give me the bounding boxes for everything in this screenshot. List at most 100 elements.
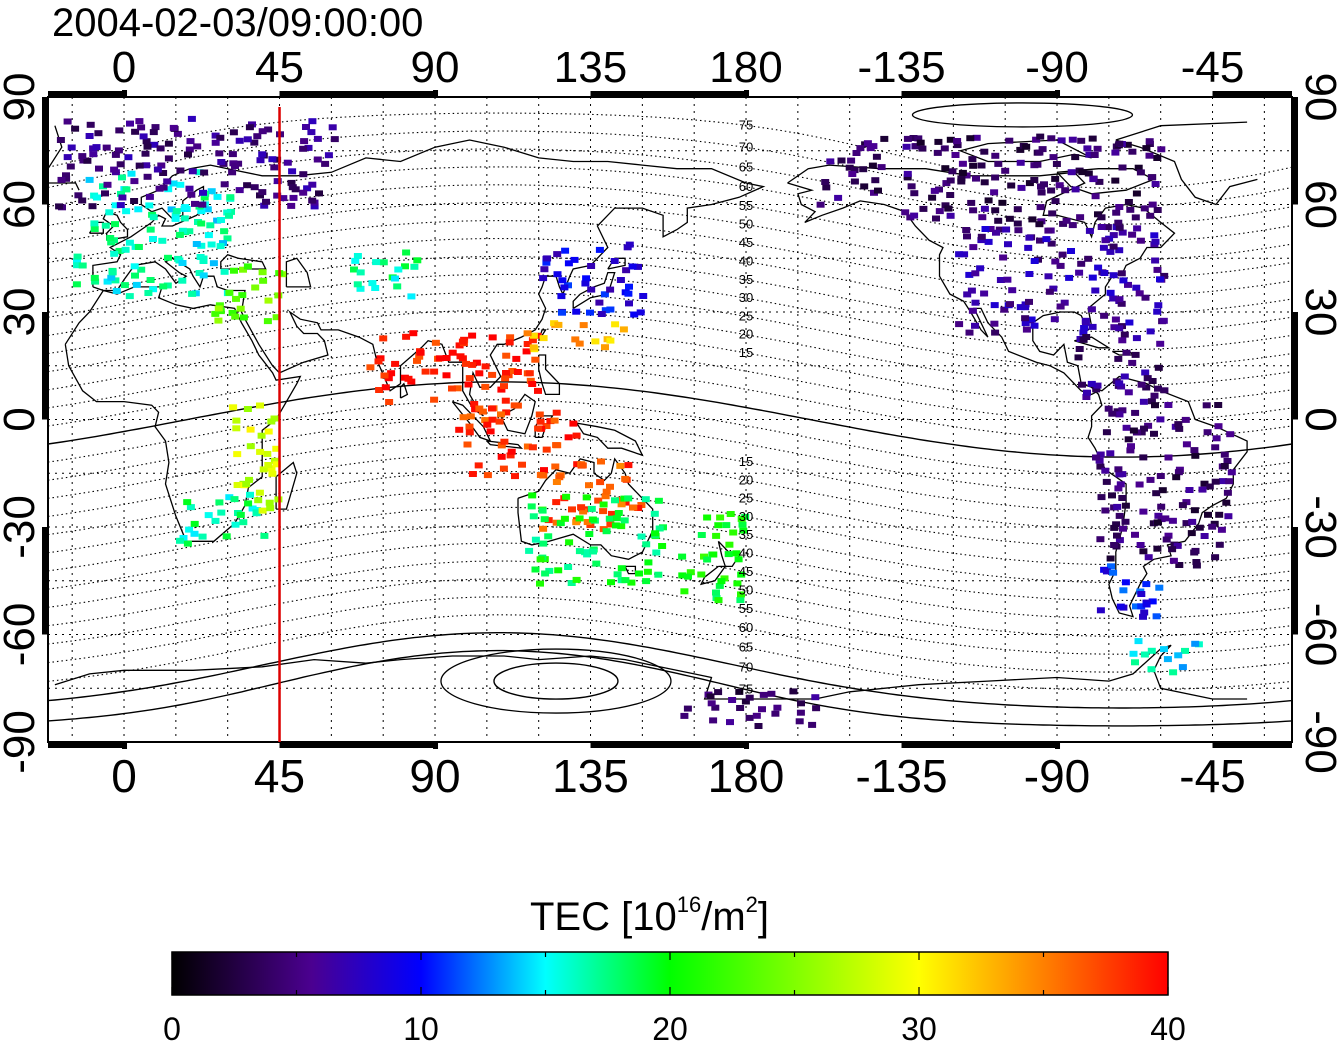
tec-cell: [73, 262, 82, 269]
tec-cell: [157, 162, 166, 169]
tec-cell: [1121, 579, 1130, 586]
tec-cell: [1129, 427, 1138, 434]
tec-cell: [299, 189, 308, 196]
tec-cell: [178, 227, 187, 234]
tec-cell: [230, 267, 238, 274]
tec-cell: [410, 263, 419, 270]
lon-tick-bottom: -135: [855, 750, 947, 802]
tec-cell: [1205, 483, 1214, 490]
tec-cell: [852, 150, 861, 156]
tec-cell: [678, 553, 687, 560]
tec-cell: [169, 124, 178, 131]
tec-cell: [1025, 271, 1034, 277]
tec-cell: [556, 520, 565, 527]
tec-cell: [1151, 257, 1160, 264]
tec-cell: [523, 443, 532, 450]
tec-cell: [1132, 603, 1140, 610]
tec-cell: [243, 263, 252, 270]
lon-tick-bottom: 180: [708, 750, 785, 802]
tec-cell: [507, 448, 516, 455]
tec-cell: [1075, 346, 1084, 352]
tec-cell: [1122, 424, 1131, 431]
tec-cell: [812, 705, 821, 712]
tec-cell: [572, 519, 581, 526]
tec-cell: [287, 202, 296, 209]
tec-cell: [308, 181, 317, 188]
tec-cell: [1175, 425, 1184, 432]
maglat-label: 15: [739, 345, 753, 360]
tec-cell: [225, 494, 234, 501]
tec-cell: [619, 326, 628, 333]
tec-cell: [641, 496, 650, 503]
tec-cell: [474, 462, 483, 469]
tec-cell: [990, 189, 999, 196]
tec-cell: [307, 129, 316, 136]
tec-cell: [190, 530, 199, 537]
tec-cell: [572, 308, 581, 315]
tec-cell: [557, 293, 566, 300]
tec-cell: [215, 499, 224, 506]
tec-cell: [903, 135, 912, 142]
tec-cell: [587, 286, 596, 293]
tec-cell: [602, 488, 611, 495]
tec-cell: [488, 405, 496, 412]
tec-cell: [725, 541, 734, 548]
tec-cell: [736, 597, 745, 604]
tec-cell: [232, 425, 241, 432]
tec-cell: [972, 175, 980, 182]
tec-cell: [946, 192, 955, 198]
tec-cell: [448, 385, 456, 392]
tec-cell: [456, 353, 465, 360]
tec-cell: [279, 195, 288, 202]
tec-cell: [539, 540, 548, 547]
tec-cell: [1118, 495, 1127, 501]
tec-cell: [1147, 398, 1156, 405]
tec-cell: [144, 290, 153, 296]
tec-cell: [1088, 135, 1097, 142]
tec-cell: [1175, 562, 1184, 568]
tec-cell: [773, 704, 782, 711]
tec-cell: [1156, 416, 1165, 423]
tec-cell: [448, 349, 457, 356]
tec-cell: [550, 320, 559, 327]
tec-cell: [351, 257, 360, 264]
tec-cell: [953, 138, 962, 144]
tec-cell: [209, 260, 218, 267]
tec-cell: [1109, 232, 1118, 239]
tec-cell: [616, 462, 625, 469]
tec-cell: [118, 174, 126, 181]
tec-cell: [1000, 306, 1009, 313]
tec-cell: [948, 168, 957, 175]
tec-cell: [536, 418, 545, 425]
tec-cell: [1014, 227, 1023, 234]
tec-cell: [518, 461, 526, 468]
tec-cell: [942, 180, 951, 187]
tec-cell: [592, 560, 601, 567]
tec-cell: [1068, 222, 1077, 229]
tec-cell: [130, 178, 139, 185]
tec-cell: [203, 206, 212, 213]
tec-cell: [111, 151, 120, 158]
tec-cell: [230, 496, 239, 503]
tec-cell: [535, 411, 544, 418]
tec-cell: [245, 124, 254, 131]
tec-cell: [183, 540, 192, 547]
tec-cell: [575, 515, 584, 522]
frame-bar-right: [1292, 527, 1298, 635]
tec-cell: [415, 353, 424, 360]
tec-cell: [497, 453, 506, 460]
tec-cell: [266, 505, 275, 512]
tec-cell: [957, 178, 966, 185]
tec-cell: [150, 141, 159, 148]
colorbar-tick-label: 40: [1150, 1011, 1186, 1042]
tec-cell: [736, 705, 745, 711]
tec-cell: [124, 154, 133, 161]
tec-cell: [1036, 204, 1045, 211]
lat-tick-right: -60: [1296, 603, 1340, 667]
tec-cell: [1028, 216, 1037, 223]
tec-cell: [697, 532, 706, 538]
tec-cell: [624, 290, 633, 297]
lon-tick-top: 180: [709, 43, 782, 92]
tec-cell: [226, 194, 235, 201]
